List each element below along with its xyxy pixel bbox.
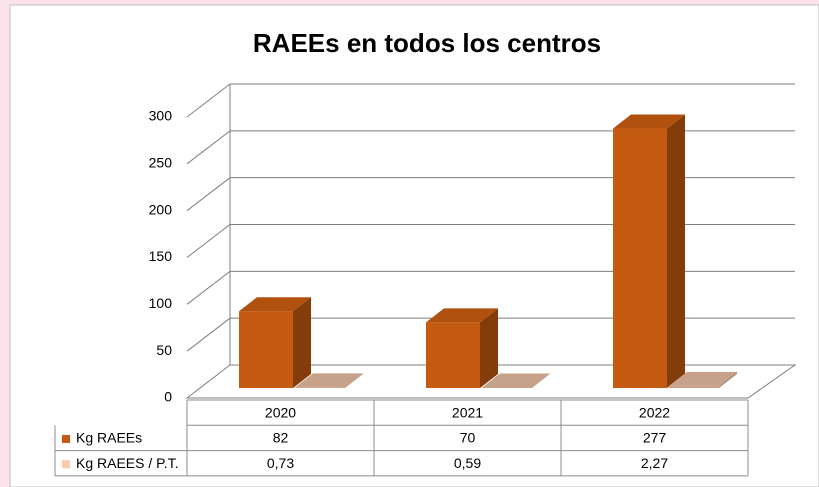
x-tick-label: 2022 [639, 404, 670, 420]
grid-line [186, 270, 795, 305]
bar-front [295, 387, 345, 388]
bar-side [480, 308, 498, 388]
legend-label: Kg RAEEs [76, 430, 142, 446]
y-tick-label: 250 [149, 155, 173, 171]
bar-top [669, 371, 737, 386]
y-tick-label: 100 [149, 295, 173, 311]
y-tick-label: 0 [164, 389, 172, 405]
bar-front [613, 128, 667, 388]
table-value: 0,73 [267, 455, 294, 471]
table-value: 277 [643, 430, 667, 446]
x-tick-label: 2021 [452, 404, 483, 420]
y-tick-label: 50 [156, 342, 172, 358]
legend-label: Kg RAEES / P.T. [76, 455, 178, 471]
bar-front [426, 322, 480, 388]
x-tick-label: 2020 [265, 404, 296, 420]
legend-key [62, 434, 70, 443]
y-tick-label: 300 [149, 108, 173, 124]
grid-line [186, 177, 795, 212]
bar-front [482, 387, 532, 388]
bar-side [667, 114, 685, 388]
grid-line [186, 317, 795, 352]
table-value: 0,59 [454, 455, 481, 471]
table-value: 2,27 [641, 455, 668, 471]
bar-top [239, 297, 311, 312]
bar-front [239, 311, 293, 388]
table-value: 82 [273, 430, 289, 446]
bar-side [532, 373, 550, 388]
bar-side [719, 371, 737, 388]
bar-front [669, 385, 719, 388]
y-tick-label: 200 [149, 201, 173, 217]
bar-top [426, 308, 498, 323]
bar-top [482, 373, 550, 388]
y-tick-label: 150 [149, 248, 173, 264]
bar-side [345, 373, 363, 388]
chart-title: RAEEs en todos los centros [253, 28, 601, 58]
bar-top [613, 114, 685, 129]
grid-line [186, 224, 795, 258]
table-value: 70 [460, 430, 476, 446]
grid-line [186, 83, 795, 118]
bar-top [295, 373, 363, 388]
grid-line [186, 130, 795, 165]
chart-area [9, 4, 819, 487]
legend-key [62, 460, 70, 469]
bar-side [293, 297, 311, 388]
